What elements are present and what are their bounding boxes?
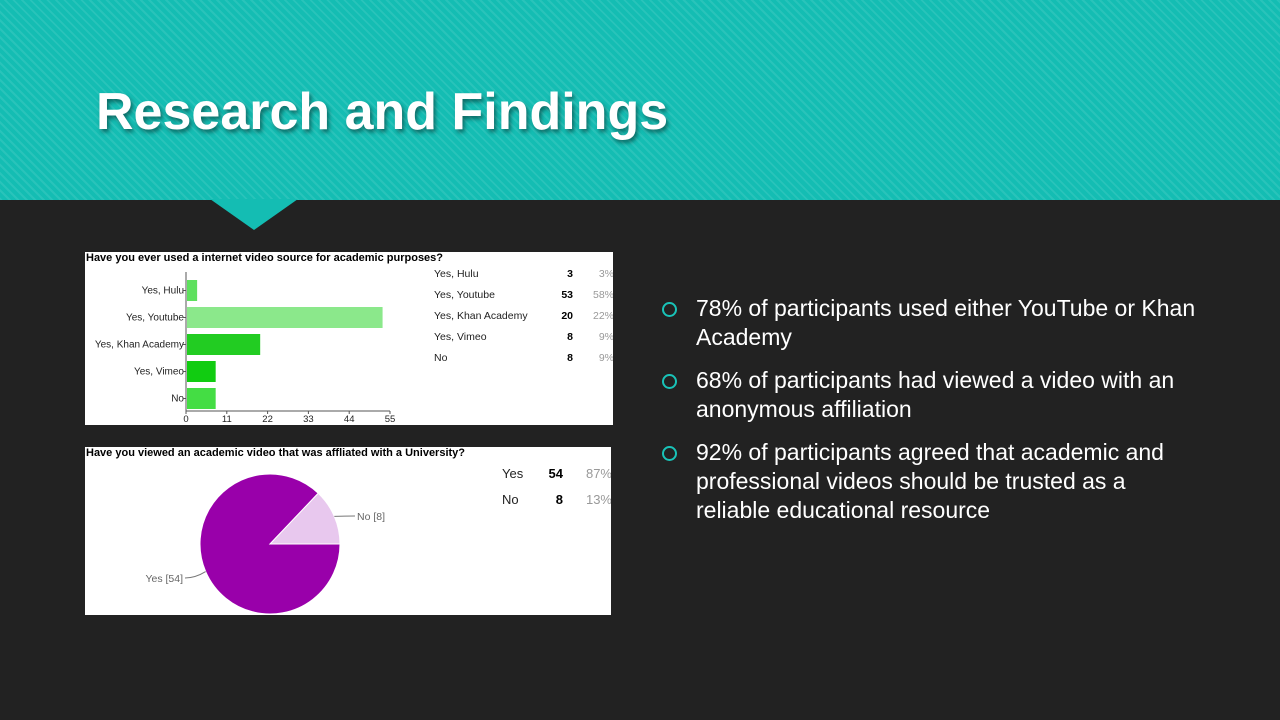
bar: [187, 280, 198, 301]
finding-item: 68% of participants had viewed a video w…: [660, 366, 1200, 424]
finding-text: 68% of participants had viewed a video w…: [696, 367, 1175, 422]
bar-table-percent: 9%: [599, 331, 613, 343]
circle-bullet-icon: [662, 374, 677, 389]
bar-x-tick-label: 0: [183, 414, 188, 425]
bar-table-label: No: [434, 352, 448, 364]
bar: [187, 307, 383, 328]
bar-table-label: Yes, Khan Academy: [434, 310, 528, 322]
bar-chart-title: Have you ever used a internet video sour…: [86, 252, 443, 264]
bar-category-label: No: [171, 394, 184, 405]
bar-x-tick-label: 55: [385, 414, 396, 425]
bar-table-count: 20: [561, 310, 573, 322]
finding-item: 78% of participants used either YouTube …: [660, 294, 1200, 352]
pie-chart-title: Have you viewed an academic video that w…: [86, 447, 465, 459]
findings-list: 78% of participants used either YouTube …: [660, 294, 1200, 539]
pie-table-percent: 13%: [586, 492, 611, 507]
pie-slice-label: No [8]: [357, 511, 385, 523]
slide-title: Research and Findings: [96, 83, 669, 141]
bar-category-label: Yes, Vimeo: [134, 367, 184, 378]
pie-table-percent: 87%: [586, 466, 611, 481]
bar-table-percent: 9%: [599, 352, 613, 364]
pie-chart: Have you viewed an academic video that w…: [86, 447, 611, 615]
bar-category-label: Yes, Khan Academy: [95, 340, 184, 351]
bar-table-percent: 22%: [593, 310, 613, 322]
pie-slice: [268, 492, 341, 545]
bar-table-label: Yes, Youtube: [434, 289, 495, 301]
pie-table-label: No: [502, 492, 519, 507]
pie-table-label: Yes: [502, 466, 524, 481]
finding-text: 78% of participants used either YouTube …: [696, 295, 1196, 350]
pie-callout-line: [184, 571, 206, 579]
pie-table-count: 54: [549, 466, 564, 481]
bar-table-count: 53: [561, 289, 573, 301]
bar-table-label: Yes, Hulu: [434, 268, 479, 280]
bar-table-percent: 58%: [593, 289, 613, 301]
bar-category-label: Yes, Hulu: [142, 286, 184, 297]
bar-x-tick-label: 33: [303, 414, 314, 425]
finding-text: 92% of participants agreed that academic…: [696, 439, 1164, 523]
bar: [187, 334, 261, 355]
bar-x-tick-label: 22: [262, 414, 273, 425]
bar: [187, 388, 216, 409]
pie-chart-panel: Have you viewed an academic video that w…: [85, 447, 611, 615]
circle-bullet-icon: [662, 446, 677, 461]
bar-category-label: Yes, Youtube: [126, 313, 184, 324]
pie-slice-label: Yes [54]: [145, 573, 183, 585]
bar-table-count: 8: [567, 331, 573, 343]
bar-x-tick-label: 11: [222, 414, 232, 425]
bar-chart: Have you ever used a internet video sour…: [86, 252, 613, 425]
pie-table-count: 8: [556, 492, 563, 507]
bar-chart-panel: Have you ever used a internet video sour…: [85, 252, 613, 425]
bar-table-label: Yes, Vimeo: [434, 331, 487, 343]
bar: [187, 361, 216, 382]
header-notch: [210, 199, 298, 230]
bar-table-percent: 3%: [599, 268, 613, 280]
header-band: [0, 0, 1280, 200]
bar-table-count: 3: [567, 268, 573, 280]
circle-bullet-icon: [662, 302, 677, 317]
bar-table-count: 8: [567, 352, 573, 364]
bar-x-tick-label: 44: [344, 414, 355, 425]
finding-item: 92% of participants agreed that academic…: [660, 438, 1200, 525]
